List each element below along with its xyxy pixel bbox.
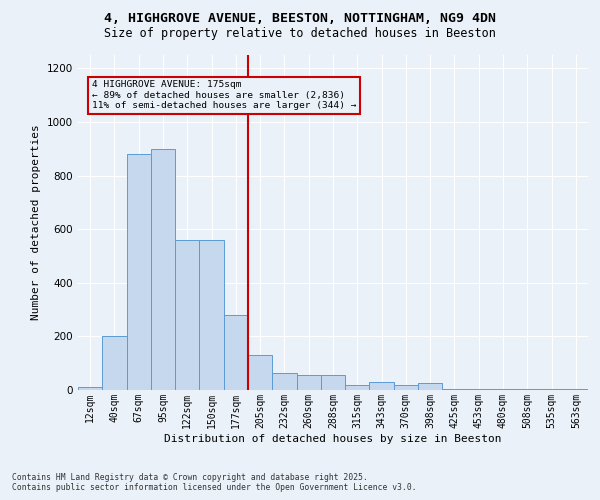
- Bar: [151, 149, 175, 390]
- Bar: [102, 336, 127, 390]
- Bar: [564, 388, 588, 390]
- X-axis label: Distribution of detached houses by size in Beeston: Distribution of detached houses by size …: [164, 434, 502, 444]
- Bar: [175, 240, 199, 390]
- Y-axis label: Number of detached properties: Number of detached properties: [31, 124, 41, 320]
- Bar: [127, 154, 151, 390]
- Bar: [78, 388, 102, 390]
- Bar: [442, 388, 467, 390]
- Text: Contains HM Land Registry data © Crown copyright and database right 2025.
Contai: Contains HM Land Registry data © Crown c…: [12, 473, 416, 492]
- Bar: [272, 372, 296, 390]
- Text: Size of property relative to detached houses in Beeston: Size of property relative to detached ho…: [104, 28, 496, 40]
- Bar: [370, 382, 394, 390]
- Bar: [467, 388, 491, 390]
- Bar: [248, 355, 272, 390]
- Bar: [345, 384, 370, 390]
- Bar: [296, 376, 321, 390]
- Bar: [321, 376, 345, 390]
- Text: 4, HIGHGROVE AVENUE, BEESTON, NOTTINGHAM, NG9 4DN: 4, HIGHGROVE AVENUE, BEESTON, NOTTINGHAM…: [104, 12, 496, 26]
- Bar: [394, 384, 418, 390]
- Bar: [418, 384, 442, 390]
- Bar: [199, 240, 224, 390]
- Bar: [515, 388, 539, 390]
- Text: 4 HIGHGROVE AVENUE: 175sqm
← 89% of detached houses are smaller (2,836)
11% of s: 4 HIGHGROVE AVENUE: 175sqm ← 89% of deta…: [92, 80, 356, 110]
- Bar: [539, 388, 564, 390]
- Bar: [224, 315, 248, 390]
- Bar: [491, 388, 515, 390]
